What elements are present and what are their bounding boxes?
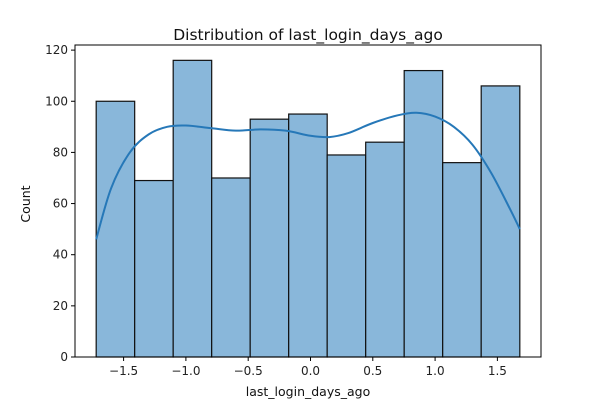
histogram-bar <box>403 69 444 358</box>
y-axis-title: Count <box>18 185 33 222</box>
x-tick-label: −1.5 <box>109 364 138 378</box>
histogram-bar <box>442 162 482 358</box>
bars-group <box>95 59 521 358</box>
x-axis: −1.5 −1.0 −0.5 0.0 0.5 1.0 1.5 <box>109 357 507 378</box>
y-tick-label: 40 <box>53 248 68 262</box>
y-tick-label: 100 <box>45 94 68 108</box>
x-tick-label: −1.0 <box>171 364 200 378</box>
x-tick-label: −0.5 <box>234 364 263 378</box>
histogram-bar <box>288 113 328 358</box>
histogram-bar <box>326 154 367 358</box>
x-tick-label: 0.0 <box>301 364 320 378</box>
y-tick-label: 0 <box>60 350 68 364</box>
y-tick-label: 120 <box>45 43 68 57</box>
chart-title: Distribution of last_login_days_ago <box>173 26 443 45</box>
histogram-bar <box>249 118 290 358</box>
histogram-bar <box>95 100 136 358</box>
y-tick-label: 60 <box>53 197 68 211</box>
histogram-bar <box>211 177 251 358</box>
x-tick-label: 1.5 <box>488 364 507 378</box>
x-tick-label: 1.0 <box>426 364 445 378</box>
y-tick-label: 20 <box>53 299 68 313</box>
x-tick-label: 0.5 <box>363 364 382 378</box>
histogram-bar <box>134 179 174 358</box>
x-axis-title: last_login_days_ago <box>246 384 371 399</box>
histogram-bar <box>172 59 213 358</box>
plot-frame <box>74 44 542 358</box>
y-axis: 0 20 40 60 80 100 120 <box>45 43 75 364</box>
kde-line <box>95 111 521 240</box>
histogram-bar <box>480 85 521 358</box>
histogram-bar <box>365 141 405 358</box>
y-tick-label: 80 <box>53 145 68 159</box>
